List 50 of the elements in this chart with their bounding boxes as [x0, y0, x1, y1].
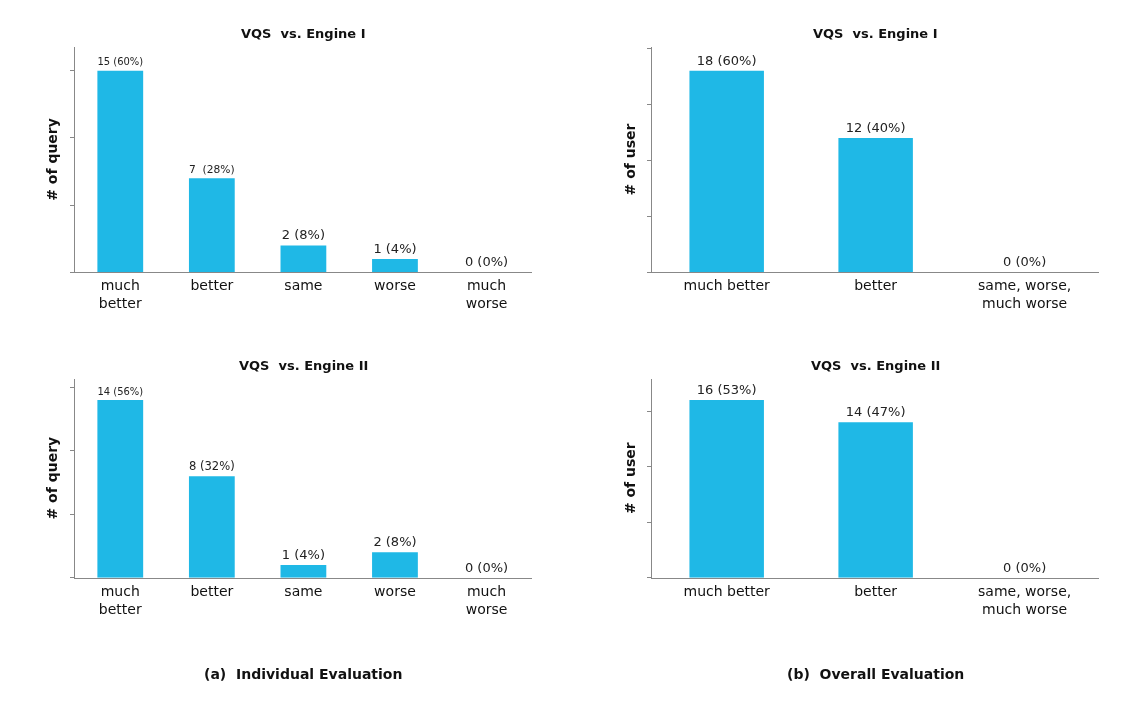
bar [97, 70, 144, 273]
x-tick-label: better [190, 582, 234, 599]
x-tick-label: much better [98, 277, 142, 312]
data-label: 7 (28%) [188, 162, 235, 176]
x-tick-label: same [284, 277, 323, 294]
x-tick-label: much better [98, 582, 142, 617]
y-axis-title: # of query [44, 436, 61, 520]
data-label: 16 (53%) [696, 381, 757, 397]
data-label: 0 (0%) [1003, 559, 1047, 575]
x-tick-label: better [854, 277, 898, 294]
data-label: 0 (0%) [464, 254, 509, 270]
x-tick-label: much worse [465, 277, 508, 312]
chart-title: VQS vs. Engine I [241, 26, 366, 41]
bar [372, 552, 418, 578]
data-label: 2 (8%) [281, 227, 325, 243]
bar [97, 399, 144, 578]
bar [372, 258, 418, 273]
bar [188, 476, 235, 578]
data-label: 14 (47%) [845, 404, 906, 420]
x-tick-label: same, worse, much worse [978, 582, 1072, 617]
bar [280, 565, 327, 578]
bar [280, 245, 327, 273]
x-tick-label: same, worse, much worse [978, 277, 1072, 312]
y-axis-title: # of user [621, 123, 638, 196]
data-label: 12 (40%) [845, 119, 906, 135]
data-label: 15 (60%) [97, 56, 144, 68]
x-tick-label: much worse [465, 582, 508, 617]
x-tick-label: worse [374, 582, 416, 599]
x-tick-label: better [854, 582, 898, 599]
data-label: 1 (4%) [373, 240, 417, 256]
x-tick-label: worse [374, 277, 416, 294]
y-axis-title: # of query [44, 118, 61, 201]
x-tick-label: better [190, 277, 234, 294]
data-label: 18 (60%) [696, 52, 757, 68]
x-tick-label: same [284, 582, 323, 599]
chart-title: VQS vs. Engine II [811, 358, 941, 373]
text: (a) Individual Evaluation [204, 666, 403, 682]
data-label: 0 (0%) [1003, 254, 1047, 270]
data-label: 8 (32%) [188, 459, 235, 474]
data-label: 14 (56%) [97, 385, 144, 397]
data-label: 1 (4%) [281, 547, 325, 563]
data-label: 0 (0%) [464, 559, 509, 575]
y-axis-title: # of user [621, 442, 638, 515]
bar [188, 178, 235, 273]
text: (b) Overall Evaluation [787, 666, 965, 682]
x-tick-label: much better [683, 277, 771, 294]
data-label: 2 (8%) [373, 534, 417, 550]
chart-title: VQS vs. Engine II [239, 358, 369, 373]
chart-title: VQS vs. Engine I [813, 26, 938, 41]
x-tick-label: much better [683, 582, 771, 599]
